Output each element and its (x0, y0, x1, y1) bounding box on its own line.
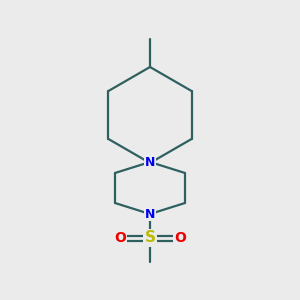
Text: O: O (174, 231, 186, 245)
Text: O: O (114, 231, 126, 245)
Text: S: S (145, 230, 155, 245)
Text: N: N (145, 155, 155, 169)
Text: N: N (145, 208, 155, 220)
